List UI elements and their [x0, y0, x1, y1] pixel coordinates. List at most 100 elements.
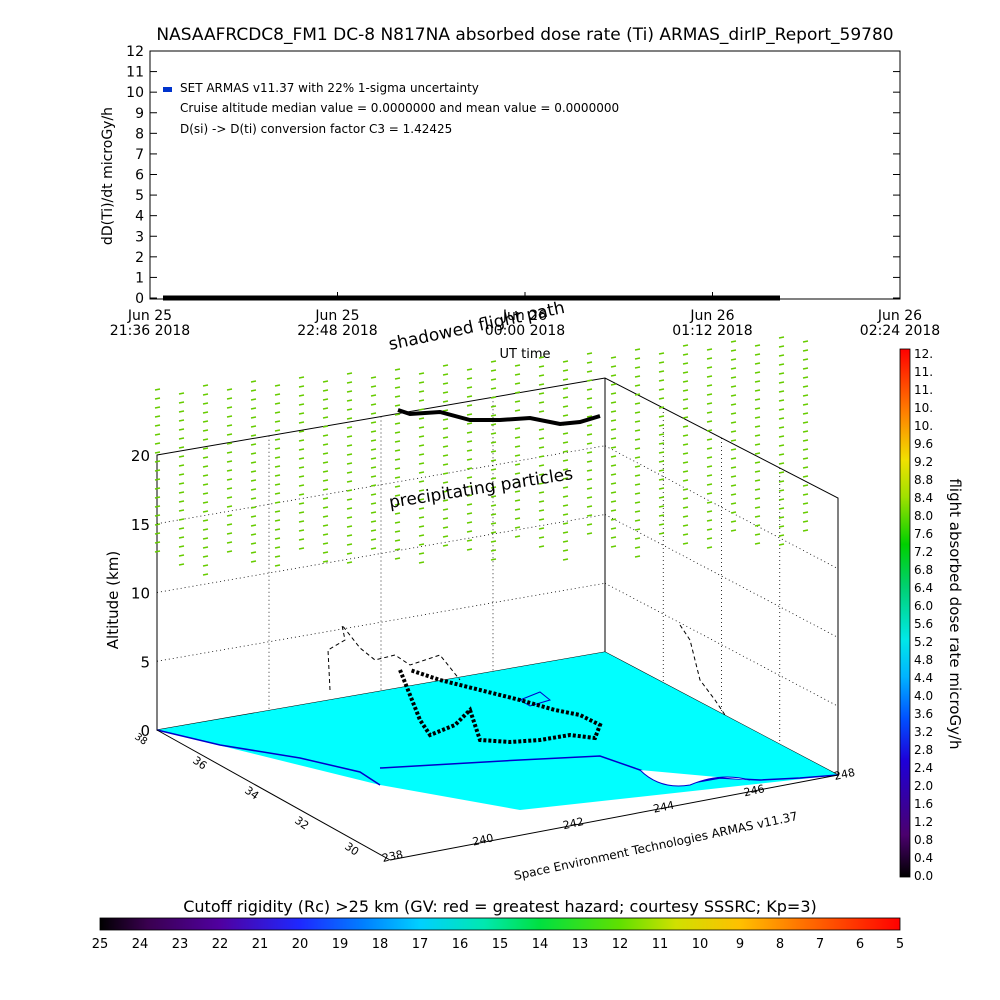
- precip-mark: [202, 528, 209, 531]
- precip-mark: [346, 552, 353, 555]
- precip-mark: [394, 368, 401, 371]
- precip-mark: [274, 465, 281, 468]
- precip-mark: [682, 488, 689, 491]
- precip-mark: [538, 482, 545, 485]
- precip-mark: [730, 358, 737, 361]
- precip-mark: [754, 452, 761, 455]
- cutoff-tick-label: 21: [252, 937, 269, 952]
- y-tick-label: 9: [135, 106, 144, 122]
- precip-mark: [658, 523, 665, 526]
- precip-mark: [154, 550, 161, 553]
- precip-mark: [514, 373, 521, 376]
- precip-mark: [754, 389, 761, 392]
- precip-mark: [682, 380, 689, 383]
- precip-mark: [778, 444, 785, 447]
- precip-mark: [586, 496, 593, 499]
- precip-mark: [370, 475, 377, 478]
- precip-mark: [202, 555, 209, 558]
- precip-mark: [610, 464, 617, 467]
- precip-mark: [610, 356, 617, 359]
- precip-mark: [610, 545, 617, 548]
- precip-mark: [538, 437, 545, 440]
- precip-mark: [466, 368, 473, 371]
- flight-3d-panel: shadowed flight path precipitating parti…: [104, 298, 856, 883]
- precip-mark: [178, 545, 185, 548]
- cutoff-tick-label: 8: [776, 937, 784, 952]
- precip-mark: [490, 396, 497, 399]
- precip-mark: [754, 407, 761, 410]
- colorbar-tick-label: 6.4: [914, 581, 933, 595]
- longitude-tick-label: 240: [471, 831, 494, 848]
- precip-mark: [466, 539, 473, 542]
- precip-mark: [250, 560, 257, 563]
- precip-mark: [682, 425, 689, 428]
- precip-mark: [802, 340, 809, 343]
- precip-mark: [682, 452, 689, 455]
- precip-mark: [298, 421, 305, 424]
- precip-mark: [610, 365, 617, 368]
- precip-mark: [730, 511, 737, 514]
- precip-mark: [562, 477, 569, 480]
- precip-mark: [754, 542, 761, 545]
- precip-mark: [586, 415, 593, 418]
- precip-mark: [538, 518, 545, 521]
- precip-mark: [778, 417, 785, 420]
- precip-mark: [226, 442, 233, 445]
- x-tick-label: Jun 26: [689, 308, 734, 324]
- precip-mark: [706, 429, 713, 432]
- precip-mark: [418, 561, 425, 564]
- precip-mark: [370, 394, 377, 397]
- precip-mark: [562, 441, 569, 444]
- precip-mark: [754, 425, 761, 428]
- precip-mark: [802, 475, 809, 478]
- precip-mark: [730, 466, 737, 469]
- precip-mark: [754, 344, 761, 347]
- precip-mark: [226, 406, 233, 409]
- precip-mark: [226, 523, 233, 526]
- precip-mark: [514, 364, 521, 367]
- precip-mark: [442, 499, 449, 502]
- colorbar-gradient: [899, 348, 911, 878]
- precip-mark: [298, 529, 305, 532]
- x-tick-label: 21:36 2018: [110, 323, 190, 339]
- precip-mark: [658, 442, 665, 445]
- cutoff-ticks: 25 24 23 22 21 20 19 18 17 16 15 14 13 12 11 10 9 8 7 6 5: [92, 937, 904, 952]
- precip-mark: [802, 349, 809, 352]
- precip-mark: [730, 376, 737, 379]
- credit-text: Space Environment Technologies ARMAS v11…: [513, 809, 799, 883]
- precip-mark: [706, 474, 713, 477]
- precip-mark: [682, 407, 689, 410]
- precip-mark: [514, 508, 521, 511]
- precip-mark: [418, 462, 425, 465]
- altitude-tick-label: 5: [140, 653, 150, 671]
- precip-mark: [802, 376, 809, 379]
- precip-mark: [346, 435, 353, 438]
- precip-mark: [418, 381, 425, 384]
- precip-mark: [202, 456, 209, 459]
- precip-mark: [250, 470, 257, 473]
- precip-mark: [250, 398, 257, 401]
- colorbar-tick-label: 9.2: [914, 455, 933, 469]
- precip-mark: [634, 465, 641, 468]
- precip-mark: [154, 460, 161, 463]
- precip-mark: [682, 371, 689, 374]
- precip-mark: [730, 520, 737, 523]
- precip-mark: [226, 496, 233, 499]
- precip-mark: [226, 469, 233, 472]
- precip-mark: [466, 413, 473, 416]
- precip-mark: [274, 483, 281, 486]
- precip-mark: [586, 460, 593, 463]
- precip-mark: [778, 408, 785, 411]
- chart-title: NASAAFRCDC8_FM1 DC-8 N817NA absorbed dos…: [156, 25, 893, 45]
- precip-mark: [298, 412, 305, 415]
- precip-mark: [442, 391, 449, 394]
- precip-mark: [394, 449, 401, 452]
- precip-mark: [490, 531, 497, 534]
- cutoff-tick-label: 13: [572, 937, 589, 952]
- precip-mark: [754, 470, 761, 473]
- precip-mark: [322, 380, 329, 383]
- precip-mark: [538, 545, 545, 548]
- precip-mark: [490, 405, 497, 408]
- precip-mark: [346, 543, 353, 546]
- precip-mark: [802, 421, 809, 424]
